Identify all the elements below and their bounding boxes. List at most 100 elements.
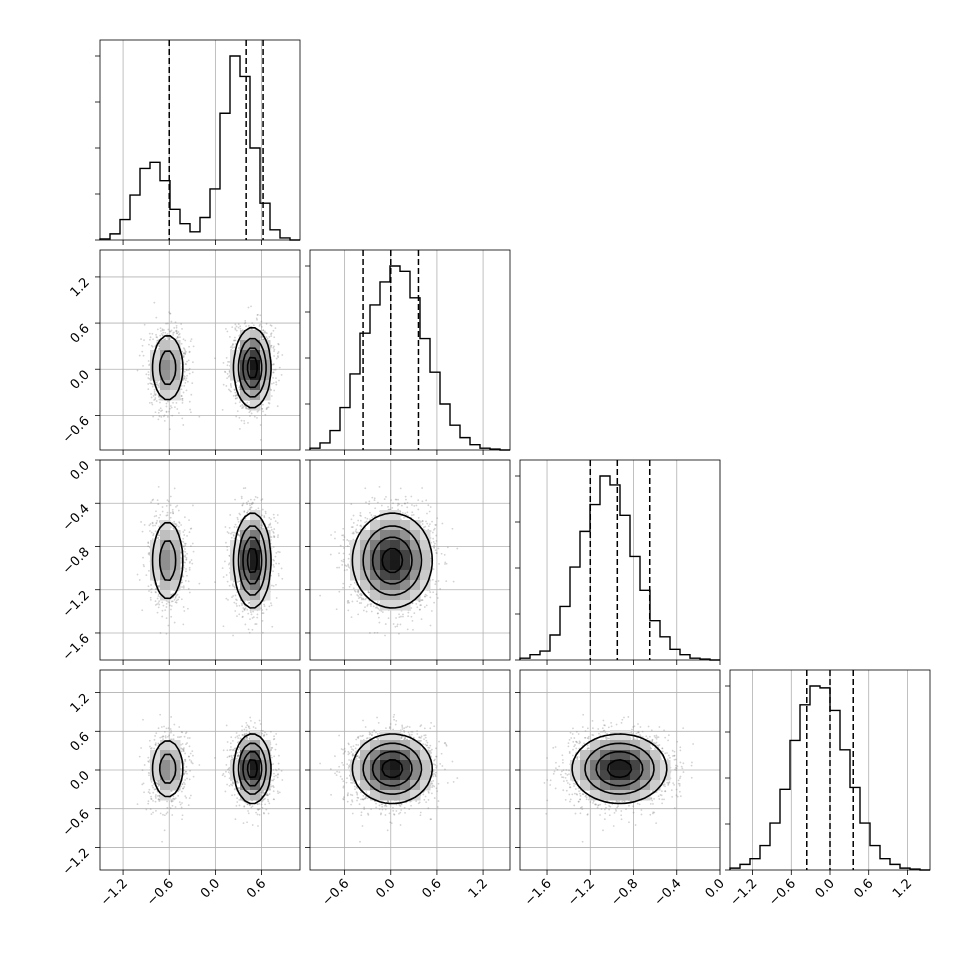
density-panel-0-2: −1.6−1.2−0.8−0.40.0: [60, 458, 301, 665]
sample-point: [268, 402, 271, 405]
sample-point: [267, 526, 270, 528]
sample-point: [186, 535, 188, 537]
sample-point: [262, 329, 265, 332]
density-block: [260, 380, 271, 391]
sample-point: [157, 386, 160, 389]
sample-point: [238, 346, 240, 349]
sample-point: [237, 533, 240, 536]
sample-point: [236, 397, 239, 399]
sample-point: [264, 512, 267, 515]
sample-point: [272, 531, 275, 534]
sample-point: [228, 584, 231, 587]
sample-point: [168, 337, 171, 340]
sample-point: [150, 396, 153, 399]
sample-point: [227, 532, 230, 535]
sample-point: [270, 344, 273, 347]
sample-point: [162, 331, 165, 334]
sample-point: [243, 600, 246, 603]
sample-point: [228, 335, 231, 338]
sample-point: [170, 605, 173, 607]
sample-point: [147, 541, 150, 544]
contour-line: [242, 347, 263, 389]
sample-point: [260, 521, 263, 524]
sample-point: [262, 612, 265, 615]
marginal-panel-0: [95, 39, 301, 245]
sample-point: [160, 416, 163, 418]
sample-point: [269, 324, 272, 327]
sample-point: [252, 610, 255, 613]
sample-point: [272, 363, 275, 366]
sample-point: [151, 538, 154, 541]
sample-point: [222, 576, 225, 578]
density-block: [160, 360, 171, 371]
sample-point: [229, 383, 232, 385]
sample-point: [272, 513, 275, 516]
sample-point: [241, 604, 243, 607]
sample-point: [273, 516, 275, 519]
density-block: [240, 360, 251, 371]
sample-point: [188, 531, 191, 534]
sample-point: [159, 330, 162, 332]
sample-point: [271, 625, 274, 628]
sample-point: [252, 616, 255, 619]
sample-point: [246, 401, 249, 404]
sample-point: [245, 325, 248, 328]
sample-point: [163, 329, 165, 331]
sample-point: [243, 419, 246, 422]
sample-point: [143, 323, 146, 326]
sample-point: [231, 346, 234, 349]
sample-point: [170, 329, 173, 332]
sample-point: [161, 609, 164, 612]
sample-point: [182, 352, 185, 354]
sample-point: [192, 361, 194, 364]
sample-point: [250, 611, 252, 614]
sample-point: [151, 403, 154, 406]
sample-point: [149, 336, 152, 339]
sample-point: [140, 521, 142, 523]
sample-point: [184, 579, 187, 582]
sample-point: [237, 323, 240, 326]
sample-point: [275, 551, 278, 554]
sample-point: [188, 367, 191, 370]
sample-point: [273, 336, 276, 339]
sample-point: [225, 327, 227, 330]
sample-point: [157, 384, 160, 387]
sample-point: [246, 608, 249, 611]
sample-point: [270, 602, 272, 605]
sample-point: [227, 375, 230, 378]
sample-point: [155, 336, 158, 338]
sample-point: [157, 411, 160, 414]
sample-point: [177, 333, 180, 336]
sample-point: [229, 389, 231, 392]
sample-point: [238, 512, 241, 515]
sample-point: [181, 417, 184, 420]
sample-point: [186, 369, 188, 372]
sample-point: [148, 332, 151, 335]
sample-point: [187, 359, 190, 362]
sample-point: [272, 546, 275, 548]
sample-point: [175, 332, 178, 335]
sample-point: [250, 503, 253, 506]
sample-point: [180, 384, 183, 387]
sample-point: [190, 338, 193, 341]
sample-point: [155, 400, 158, 402]
sample-point: [246, 503, 249, 505]
sample-point: [180, 388, 183, 391]
sample-point: [169, 495, 172, 498]
sample-point: [184, 339, 187, 342]
sample-point: [245, 406, 248, 409]
sample-point: [247, 510, 249, 513]
sample-point: [147, 553, 150, 556]
sample-point: [235, 394, 238, 397]
sample-point: [165, 603, 168, 605]
sample-point: [241, 504, 244, 506]
sample-point: [261, 612, 264, 615]
sample-point: [272, 371, 275, 374]
sample-point: [229, 384, 232, 387]
sample-point: [156, 597, 159, 600]
sample-point: [239, 325, 242, 328]
sample-point: [158, 347, 160, 350]
sample-point: [169, 312, 171, 315]
sample-point: [239, 405, 242, 408]
sample-point: [192, 345, 195, 348]
